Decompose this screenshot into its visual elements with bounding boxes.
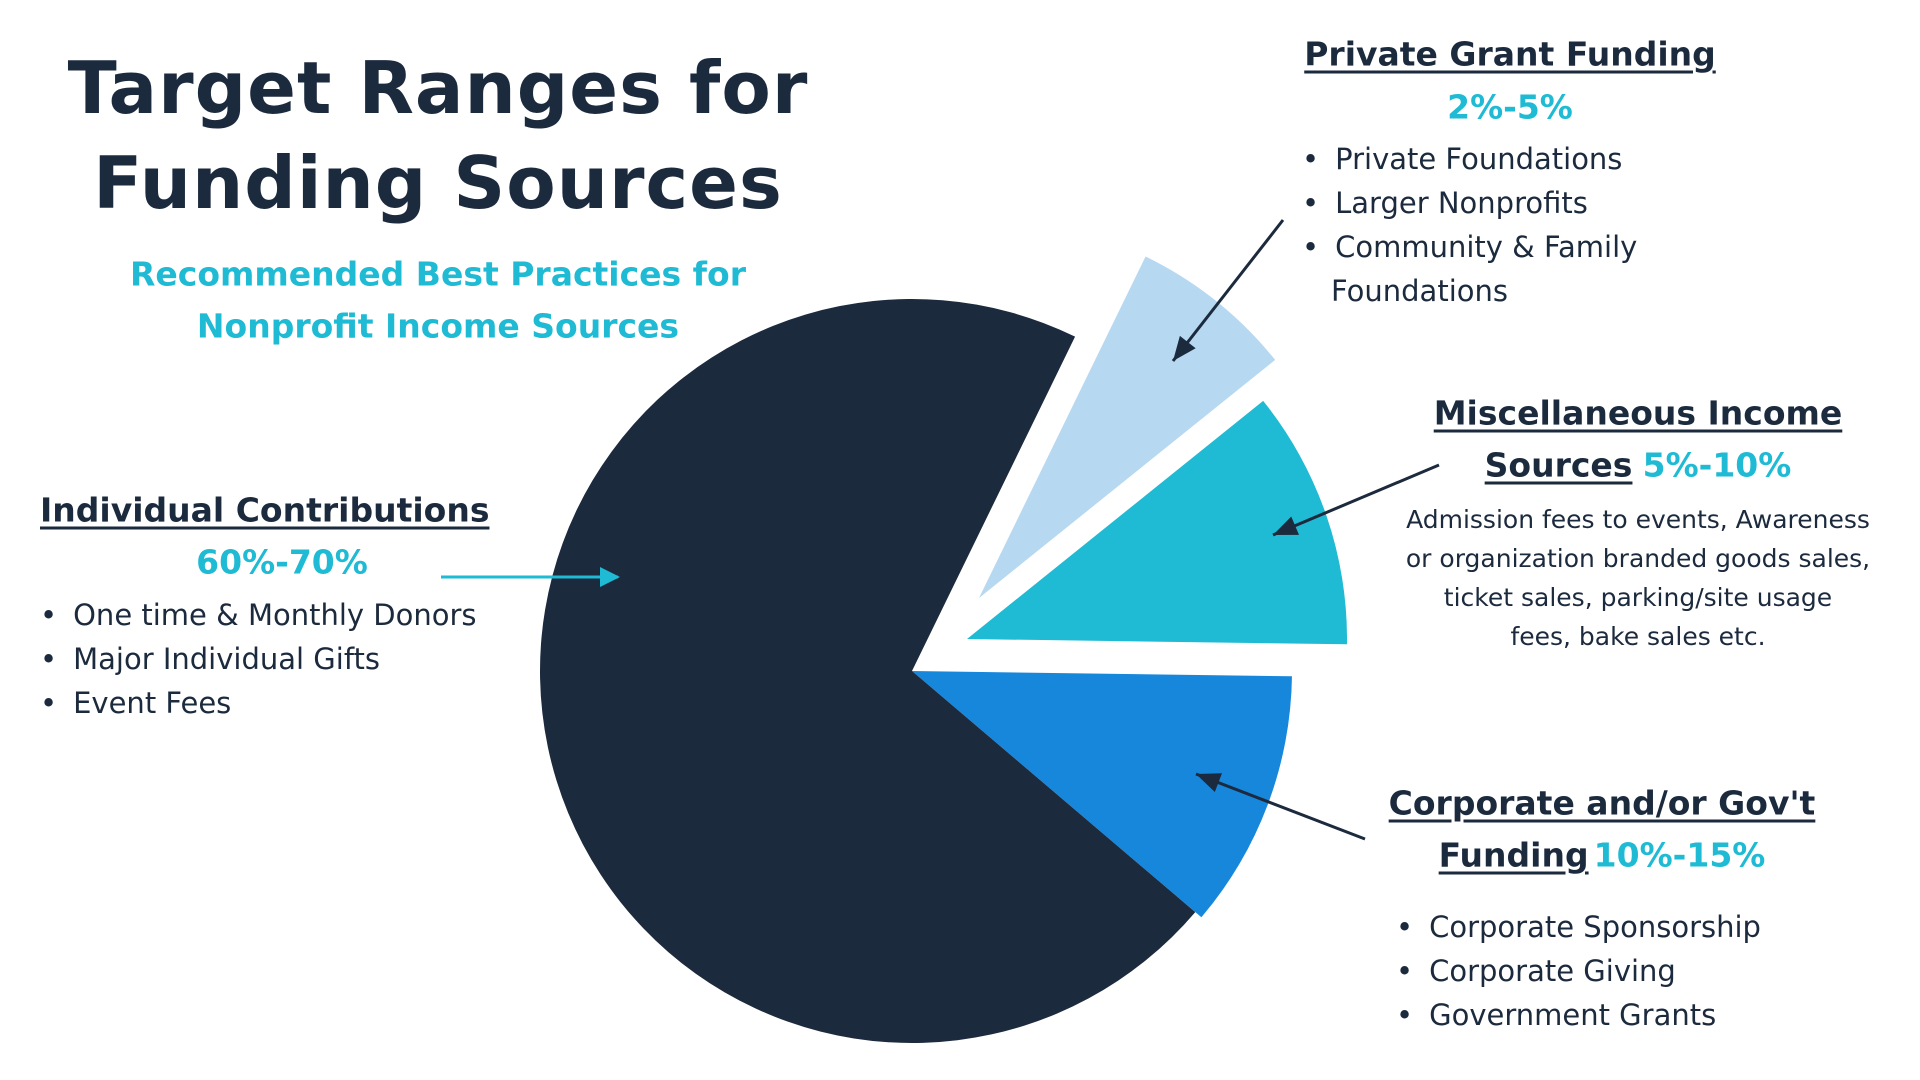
slice-miscellaneous [967,400,1347,645]
title-line-2: Funding Sources [93,141,783,225]
corporate-range: 10%-15% [1593,835,1766,875]
individual-bullet: Major Individual Gifts [40,642,380,676]
corporate-heading-line-2: Funding 10%-15% [1439,836,1766,875]
arrowhead-corporate [1196,773,1222,792]
private-bullet-continuation: Foundations [1331,274,1508,308]
arrowhead-private [1173,335,1196,361]
corporate-bullet: Government Grants [1396,998,1716,1032]
misc-description-line: fees, bake sales etc. [1510,622,1766,651]
title-line-1: Target Ranges for [67,46,809,130]
private-heading: Private Grant Funding [1304,34,1716,74]
misc-description-line: Admission fees to events, Awareness [1406,505,1870,534]
subtitle-line-1: Recommended Best Practices for [130,254,746,294]
misc-description: Admission fees to events, Awareness or o… [1406,500,1870,656]
corporate-heading-funding: Funding [1438,835,1589,875]
corporate-heading: Corporate and/or Gov't [1388,783,1816,823]
slice-private-grant [979,256,1276,598]
arrow-corporate [1195,772,1366,841]
private-bullet: Larger Nonprofits [1302,186,1588,220]
individual-bullet: One time & Monthly Donors [40,598,476,632]
arrow-private [1171,219,1285,362]
arrow-misc [1272,463,1440,537]
private-bullet: Community & Family [1302,230,1637,264]
corporate-bullet: Corporate Sponsorship [1396,910,1761,944]
slice-individual [539,298,1196,1044]
misc-range: 5%-10% [1642,445,1792,485]
individual-range: 60%-70% [196,542,368,582]
misc-heading-sources: Sources [1484,445,1633,485]
slice-corporate-govt [912,671,1292,918]
arrowhead-misc [1273,516,1299,535]
private-range: 2%-5% [1447,87,1573,127]
misc-description-line: ticket sales, parking/site usage [1443,583,1833,612]
misc-heading: Miscellaneous Income [1433,393,1843,433]
corporate-bullet: Corporate Giving [1396,954,1676,988]
private-bullet: Private Foundations [1302,142,1622,176]
subtitle-line-2: Nonprofit Income Sources [196,306,680,346]
misc-description-line: or organization branded goods sales, [1405,544,1871,573]
individual-heading: Individual Contributions [40,490,490,530]
misc-heading-line-2: Sources 5%-10% [1485,446,1792,485]
individual-bullet: Event Fees [40,686,231,720]
